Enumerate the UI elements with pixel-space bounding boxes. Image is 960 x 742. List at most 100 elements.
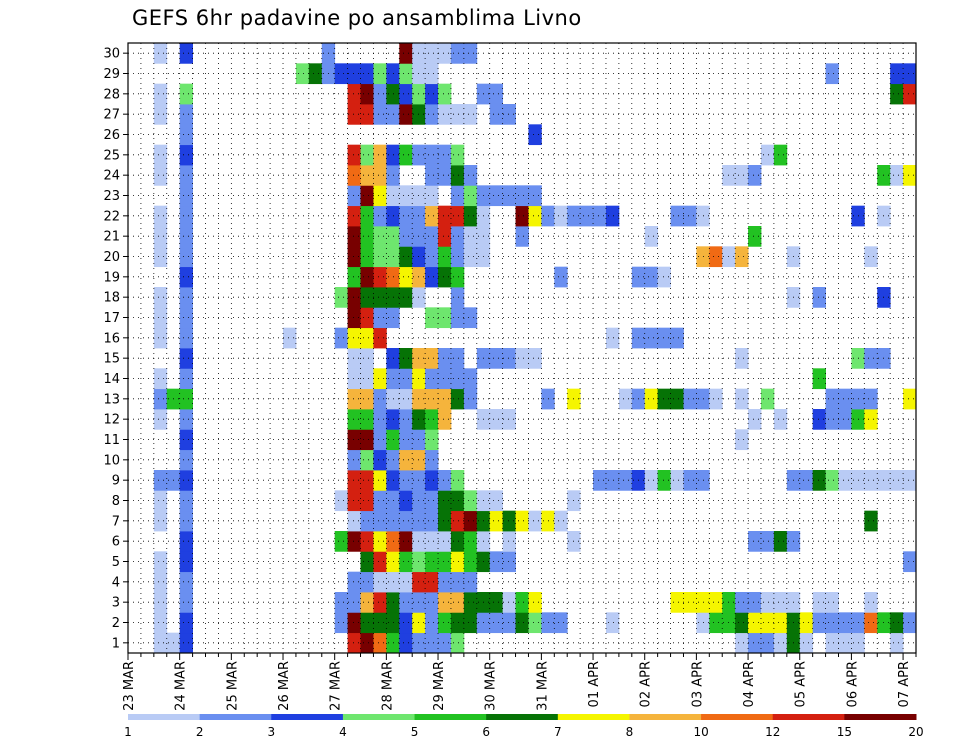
heatmap-cell — [438, 83, 452, 105]
heatmap-cell — [399, 43, 413, 64]
heatmap-cell — [347, 266, 361, 288]
y-tick-label: 18 — [103, 291, 120, 306]
x-tick-label: 28 MAR — [380, 661, 395, 711]
heatmap-cell — [425, 63, 439, 85]
heatmap-cell — [812, 470, 826, 491]
heatmap-cell — [360, 449, 374, 471]
y-tick-label: 6 — [112, 535, 120, 550]
heatmap-cell — [864, 348, 878, 369]
y-tick-label: 3 — [112, 596, 120, 611]
heatmap-cell — [360, 571, 374, 593]
heatmap-cell — [773, 531, 788, 552]
heatmap-cell — [334, 531, 349, 552]
heatmap-cell — [399, 612, 413, 634]
heatmap-cell — [399, 63, 413, 85]
heatmap-cell — [438, 612, 452, 634]
heatmap-cell — [657, 388, 671, 410]
heatmap-cell — [489, 551, 504, 573]
heatmap-cell — [450, 348, 465, 369]
y-tick-label: 21 — [103, 230, 120, 245]
heatmap-cell — [153, 307, 168, 329]
heatmap-cell — [450, 490, 465, 512]
heatmap-cell — [373, 612, 387, 634]
heatmap-cell — [360, 409, 374, 430]
heatmap-cell — [657, 470, 671, 491]
heatmap-cell — [670, 592, 684, 613]
heatmap-cell — [528, 348, 542, 369]
heatmap-cell — [373, 83, 387, 105]
heatmap-cell — [438, 165, 452, 186]
heatmap-cell — [735, 246, 749, 268]
heatmap-cell — [347, 287, 361, 308]
heatmap-cell — [153, 287, 168, 308]
heatmap-cell — [347, 144, 361, 166]
y-tick-label: 2 — [112, 616, 120, 631]
x-tick-label: 03 APR — [690, 661, 705, 707]
heatmap-cell — [799, 612, 814, 634]
heatmap-cell — [153, 632, 168, 654]
heatmap-cell — [179, 327, 193, 349]
heatmap-cell — [735, 429, 749, 451]
heatmap-cell — [153, 571, 168, 593]
heatmap-cell — [438, 307, 452, 329]
heatmap-cell — [373, 307, 387, 329]
colorbar-legend: 1 2 3 4 5 6 7 8 10 12 15 20 — [124, 714, 924, 739]
y-tick-label: 22 — [103, 209, 120, 224]
heatmap-cell — [864, 409, 878, 430]
y-tick-label: 20 — [103, 250, 120, 265]
heatmap-cell — [373, 327, 387, 349]
colorbar-label: 10 — [693, 725, 708, 739]
heatmap-cell — [515, 226, 529, 247]
heatmap-cell — [438, 490, 452, 512]
heatmap-cell — [450, 388, 465, 410]
heatmap-cell — [489, 83, 504, 105]
heatmap-cell — [773, 592, 788, 613]
heatmap-cell — [709, 592, 723, 613]
heatmap-cell — [812, 368, 826, 390]
heatmap-cell — [425, 388, 439, 410]
heatmap-cell — [425, 104, 439, 125]
heatmap-cell — [360, 592, 374, 613]
colorbar-label: 3 — [267, 725, 275, 739]
heatmap-cell — [502, 551, 516, 573]
heatmap-cell — [605, 470, 620, 491]
heatmap-cell — [360, 632, 374, 654]
heatmap-cell — [347, 429, 361, 451]
y-tick-label: 29 — [103, 67, 120, 82]
heatmap-cell — [179, 632, 193, 654]
heatmap-cell — [425, 490, 439, 512]
heatmap-cell — [153, 226, 168, 247]
heatmap-cell — [153, 43, 168, 64]
heatmap-cell — [347, 531, 361, 552]
heatmap-cell — [399, 632, 413, 654]
heatmap-cell — [502, 612, 516, 634]
heatmap-cell — [450, 531, 465, 552]
heatmap-cell — [515, 510, 529, 532]
heatmap-cell — [528, 205, 542, 227]
heatmap-cell — [903, 63, 917, 85]
heatmap-cell — [179, 531, 193, 552]
heatmap-cell — [438, 144, 452, 166]
x-tick-label: 27 MAR — [329, 661, 344, 711]
heatmap-cell — [528, 592, 542, 613]
heatmap-cell — [748, 612, 762, 634]
heatmap-cell — [903, 388, 917, 410]
heatmap-cell — [373, 388, 387, 410]
heatmap-cell — [605, 327, 620, 349]
y-tick-label: 12 — [103, 413, 120, 428]
heatmap-cell — [515, 348, 529, 369]
x-tick-label: 31 MAR — [535, 661, 550, 711]
y-axis: 1234567891011121314151617181920212223242… — [103, 47, 128, 651]
heatmap-cell — [347, 388, 361, 410]
heatmap-cell — [438, 43, 452, 64]
heatmap-cell — [903, 83, 917, 105]
heatmap-cell — [489, 348, 504, 369]
heatmap-cell — [153, 612, 168, 634]
heatmap-cell — [425, 571, 439, 593]
colorbar-swatch — [128, 714, 201, 720]
heatmap-cell — [450, 592, 465, 613]
heatmap-cell — [450, 368, 465, 390]
heatmap-cell — [347, 632, 361, 654]
heatmap-cell — [153, 388, 168, 410]
heatmap-cell — [373, 449, 387, 471]
